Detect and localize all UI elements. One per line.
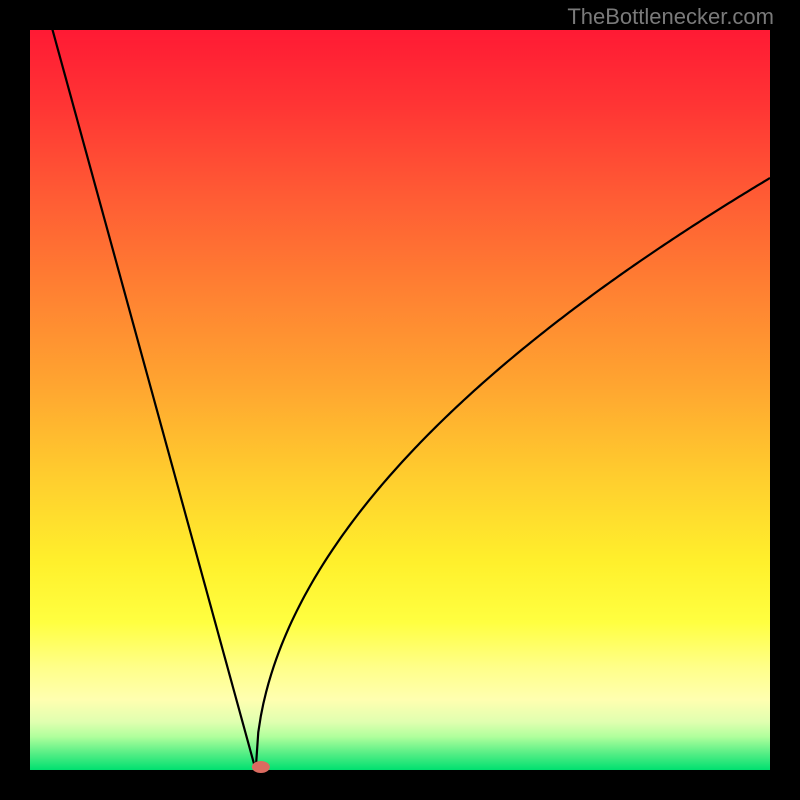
chart-background [30,30,770,770]
minimum-marker [252,761,270,773]
watermark-text: TheBottlenecker.com [567,4,774,30]
